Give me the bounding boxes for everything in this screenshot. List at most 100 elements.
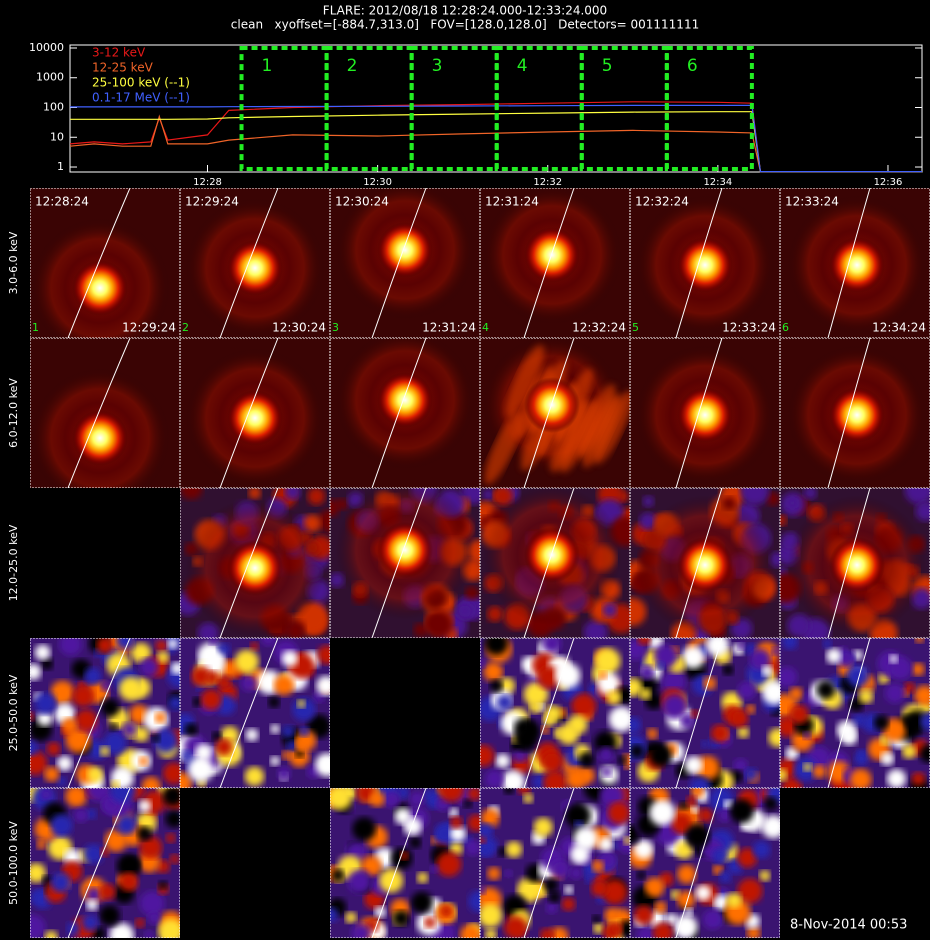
- noise-patch: [789, 704, 809, 724]
- image-tile: [480, 788, 630, 938]
- noise-patch: [480, 744, 495, 767]
- tile-border: [630, 788, 780, 938]
- emission-patch: [284, 488, 301, 500]
- noise-patch: [593, 922, 604, 934]
- noise-patch: [84, 667, 102, 685]
- noise-patch: [591, 860, 604, 873]
- tile-start-time: 12:30:24: [335, 195, 389, 209]
- noise-patch: [752, 840, 771, 859]
- series-line: [69, 101, 922, 173]
- noise-patch: [630, 716, 642, 734]
- noise-patch: [162, 932, 171, 938]
- tile-border: [330, 188, 480, 338]
- image-tile: [30, 338, 180, 488]
- noise-patch: [330, 907, 339, 923]
- emission-patch: [248, 488, 261, 500]
- noise-patch: [44, 766, 60, 782]
- source: [524, 377, 580, 433]
- solar-limb: [67, 638, 131, 788]
- emission-patch: [318, 509, 330, 533]
- noise-patch: [281, 650, 299, 667]
- image-tile: [330, 338, 480, 488]
- tile-border: [330, 488, 480, 638]
- source: [829, 237, 885, 293]
- noise-patch: [122, 722, 137, 737]
- noise-patch: [706, 638, 730, 657]
- noise-patch: [680, 713, 695, 728]
- tile-interval: 3: [332, 321, 339, 334]
- noise-patch: [915, 638, 924, 643]
- tile-start-time: 12:29:24: [185, 195, 239, 209]
- noise-patch: [598, 671, 607, 680]
- noise-patch: [162, 762, 180, 785]
- noise-patch: [56, 755, 73, 772]
- noise-patch: [297, 699, 306, 708]
- image-tile: [30, 638, 180, 788]
- image-tile: 12:30:24 12:31:24 3: [330, 188, 480, 338]
- noise-patch: [350, 923, 371, 938]
- noise-patch: [598, 746, 614, 762]
- noise-patch: [852, 649, 863, 661]
- noise-patch: [430, 864, 439, 874]
- row-label: 25.0-50.0 keV: [7, 674, 20, 751]
- noise-patch: [167, 638, 178, 649]
- noise-patch: [480, 903, 503, 928]
- noise-patch: [886, 769, 907, 788]
- noise-patch: [448, 807, 459, 818]
- noise-patch: [737, 847, 758, 868]
- noise-patch: [712, 848, 728, 864]
- solar-limb: [675, 788, 723, 938]
- noise-patch: [59, 638, 82, 656]
- noise-patch: [270, 756, 280, 766]
- source: [377, 522, 433, 578]
- noise-patch: [379, 868, 404, 893]
- noise-patch: [911, 772, 926, 786]
- noise-patch: [99, 746, 110, 757]
- solar-limb: [827, 188, 871, 338]
- tile-border: [480, 188, 630, 338]
- noise-patch: [208, 638, 218, 645]
- noise-patch: [101, 698, 120, 717]
- y-tick-label: 10000: [29, 41, 64, 54]
- noise-patch: [187, 756, 214, 783]
- noise-patch: [768, 728, 780, 748]
- tile-border: [180, 188, 330, 338]
- noise-patch: [523, 682, 549, 707]
- noise-patch: [153, 728, 178, 753]
- noise-patch: [514, 729, 537, 752]
- noise-patch: [543, 770, 568, 788]
- noise-patch: [138, 799, 152, 813]
- noise-patch: [330, 788, 353, 810]
- noise-patch: [144, 930, 154, 938]
- noise-patch: [646, 728, 658, 740]
- source: [677, 537, 733, 593]
- noise-patch: [424, 916, 436, 929]
- noise-patch: [712, 864, 724, 875]
- legend-entry: 12-25 keV: [92, 61, 154, 75]
- legend-entry: 25-100 keV (--1): [92, 76, 190, 90]
- noise-patch: [700, 740, 709, 749]
- image-tile: [630, 488, 780, 638]
- interval-label: 5: [602, 56, 613, 76]
- noise-patch: [205, 670, 220, 685]
- noise-patch: [74, 709, 98, 732]
- noise-patch: [523, 793, 534, 804]
- legend-entry: 3-12 keV: [92, 46, 146, 60]
- emission-patch: [904, 488, 930, 505]
- noise-patch: [30, 663, 42, 681]
- noise-patch: [480, 808, 500, 828]
- source: [72, 260, 128, 316]
- noise-patch: [690, 709, 700, 718]
- noise-patch: [30, 751, 48, 776]
- noise-patch: [684, 755, 703, 775]
- noise-patch: [771, 647, 780, 656]
- tile-end-time: 12:31:24: [422, 321, 476, 335]
- noise-patch: [463, 798, 473, 808]
- noise-patch: [880, 751, 895, 766]
- image-tile: [480, 488, 630, 638]
- noise-patch: [369, 791, 385, 807]
- solar-limb: [523, 338, 575, 488]
- noise-patch: [345, 911, 357, 924]
- noise-patch: [781, 777, 802, 788]
- noise-patch: [780, 768, 788, 782]
